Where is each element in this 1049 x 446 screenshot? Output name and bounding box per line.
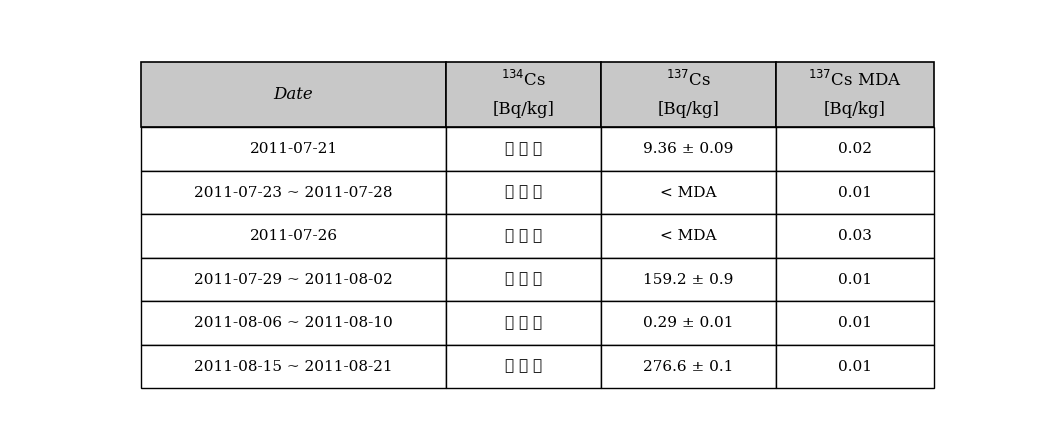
Bar (447, 171, 601, 215)
Bar (601, 215, 775, 258)
Text: < MDA: < MDA (660, 229, 716, 243)
Text: 0.01: 0.01 (838, 273, 872, 287)
Text: 0.01: 0.01 (838, 359, 872, 374)
Bar (141, 301, 447, 345)
Text: 불 검 출: 불 검 출 (506, 229, 542, 243)
Bar (141, 215, 447, 258)
Bar (601, 258, 775, 301)
Text: 불 검 출: 불 검 출 (506, 359, 542, 374)
Text: 0.01: 0.01 (838, 316, 872, 330)
Bar (141, 128, 447, 171)
Text: [Bq/kg]: [Bq/kg] (493, 101, 555, 118)
Text: [Bq/kg]: [Bq/kg] (658, 101, 720, 118)
Bar (141, 258, 447, 301)
Text: [Bq/kg]: [Bq/kg] (825, 101, 886, 118)
Text: 2011-07-23 ~ 2011-07-28: 2011-07-23 ~ 2011-07-28 (194, 186, 393, 200)
Bar (601, 301, 775, 345)
Bar (141, 171, 447, 215)
Text: 2011-08-06 ~ 2011-08-10: 2011-08-06 ~ 2011-08-10 (194, 316, 393, 330)
Bar (447, 128, 601, 171)
Bar (601, 128, 775, 171)
Text: 2011-08-15 ~ 2011-08-21: 2011-08-15 ~ 2011-08-21 (194, 359, 393, 374)
Text: 불 검 출: 불 검 출 (506, 142, 542, 156)
Text: 불 검 출: 불 검 출 (506, 273, 542, 287)
Text: 0.02: 0.02 (838, 142, 872, 156)
Text: < MDA: < MDA (660, 186, 716, 200)
Bar (775, 128, 935, 171)
Bar (775, 345, 935, 388)
Text: 0.01: 0.01 (838, 186, 872, 200)
Bar (447, 301, 601, 345)
Text: 9.36 ± 0.09: 9.36 ± 0.09 (643, 142, 733, 156)
Text: 불 검 출: 불 검 출 (506, 186, 542, 200)
Text: Date: Date (274, 86, 314, 103)
Text: 2011-07-29 ~ 2011-08-02: 2011-07-29 ~ 2011-08-02 (194, 273, 393, 287)
Text: 2011-07-21: 2011-07-21 (250, 142, 338, 156)
Bar (447, 345, 601, 388)
Bar (447, 215, 601, 258)
Text: 159.2 ± 0.9: 159.2 ± 0.9 (643, 273, 733, 287)
Bar (775, 301, 935, 345)
Bar (141, 345, 447, 388)
Text: 0.03: 0.03 (838, 229, 872, 243)
Text: 불 검 출: 불 검 출 (506, 316, 542, 330)
Bar (447, 62, 601, 128)
Text: $^{137}$Cs MDA: $^{137}$Cs MDA (808, 70, 902, 91)
Text: $^{137}$Cs: $^{137}$Cs (666, 70, 711, 91)
Text: 0.29 ± 0.01: 0.29 ± 0.01 (643, 316, 733, 330)
Bar (775, 62, 935, 128)
Bar (601, 345, 775, 388)
Bar (601, 171, 775, 215)
Bar (775, 258, 935, 301)
Text: 276.6 ± 0.1: 276.6 ± 0.1 (643, 359, 733, 374)
Bar (775, 215, 935, 258)
Text: $^{134}$Cs: $^{134}$Cs (501, 70, 547, 91)
Bar (141, 62, 447, 128)
Bar (775, 171, 935, 215)
Bar (447, 258, 601, 301)
Text: 2011-07-26: 2011-07-26 (250, 229, 338, 243)
Bar (601, 62, 775, 128)
